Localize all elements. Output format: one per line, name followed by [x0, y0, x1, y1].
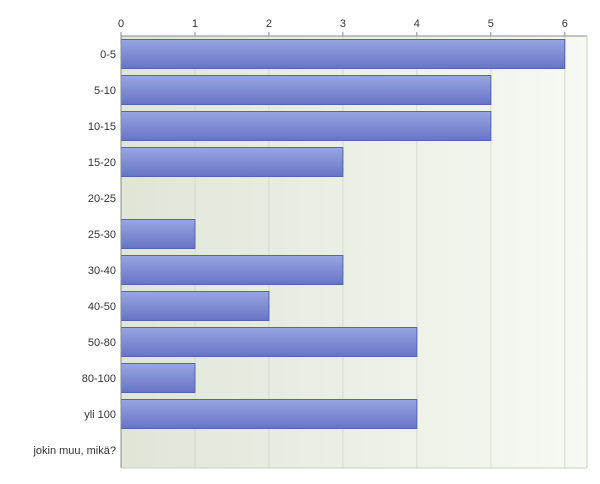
y-axis-labels: 0-5 5-10 10-15 15-20 20-25 25-30 30-40 40-50 50-…: [32, 49, 116, 457]
y-category-label: jokin muu, mikä?: [32, 445, 116, 457]
x-tick-label: 4: [414, 18, 420, 30]
x-tick-label: 2: [266, 18, 272, 30]
axes: [120, 35, 588, 469]
y-category-label: 20-25: [88, 193, 116, 205]
bar: [120, 399, 418, 429]
y-category-label: 50-80: [88, 337, 116, 349]
x-tick-label: 1: [192, 18, 198, 30]
plot-area: [121, 36, 587, 468]
x-tick-label: 3: [340, 18, 346, 30]
bars: [120, 39, 566, 429]
x-axis-ticks: 0 1 2 3 4 5 6: [118, 18, 568, 36]
y-category-label: 25-30: [88, 229, 116, 241]
y-category-label: 40-50: [88, 301, 116, 313]
y-category-label: 30-40: [88, 265, 116, 277]
bar: [120, 255, 344, 285]
bar: [120, 363, 196, 393]
bar: [120, 147, 344, 177]
bar: [120, 39, 566, 69]
y-category-label: 0-5: [100, 49, 116, 61]
x-tick-label: 5: [488, 18, 494, 30]
y-category-label: 15-20: [88, 157, 116, 169]
bar: [120, 75, 492, 105]
y-category-label: 10-15: [88, 121, 116, 133]
grid-lines: [194, 36, 566, 468]
bar: [120, 219, 196, 249]
y-category-label: 80-100: [82, 373, 116, 385]
y-category-label: 5-10: [94, 85, 116, 97]
bar: [120, 111, 492, 141]
x-tick-label: 6: [562, 18, 568, 30]
y-category-label: yli 100: [84, 409, 116, 421]
bar: [120, 291, 270, 321]
bar: [120, 327, 418, 357]
x-tick-label: 0: [118, 18, 124, 30]
